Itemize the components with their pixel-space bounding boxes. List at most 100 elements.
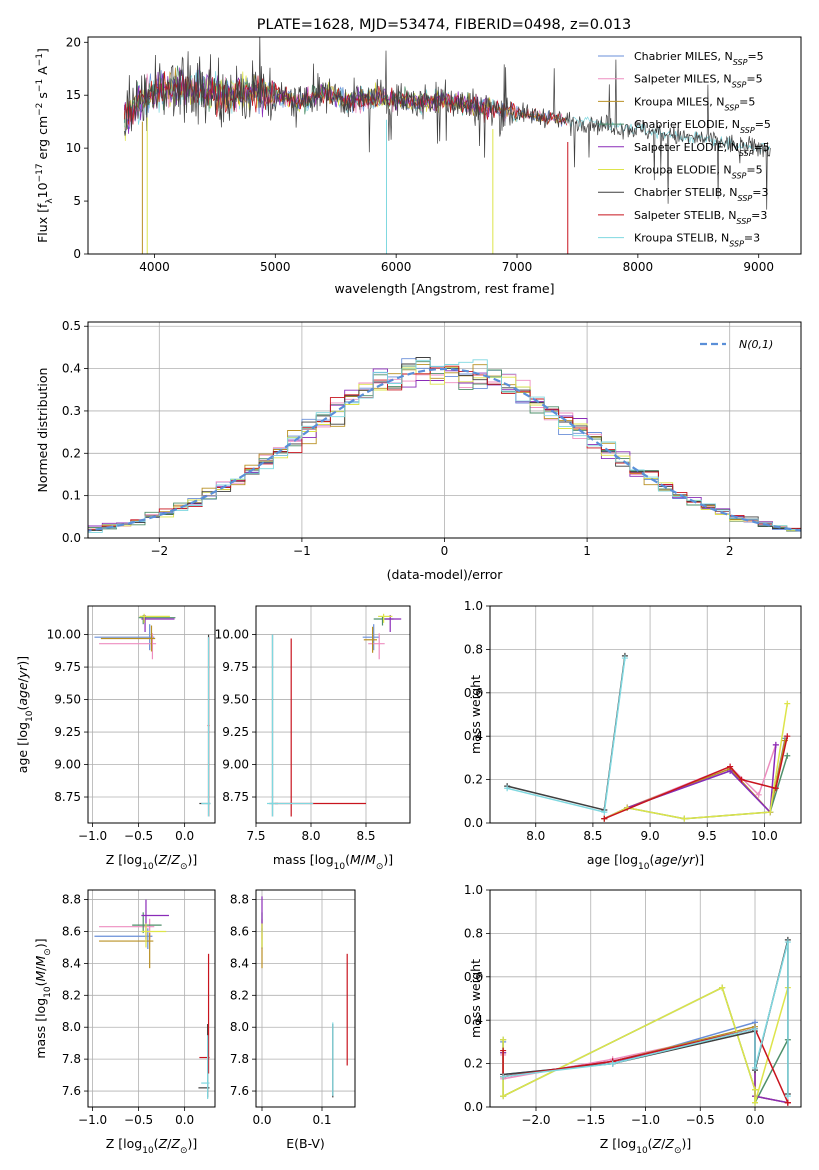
weight-marker [621, 655, 628, 662]
x-tick-label: −1.5 [576, 1113, 605, 1127]
y-tick-label: 0.1 [62, 489, 81, 503]
y-tick-label: 5 [73, 194, 81, 208]
y-tick-label: 1.0 [464, 883, 483, 897]
x-tick-label: 0.0 [745, 1113, 764, 1127]
weight-marker [784, 1099, 791, 1106]
x-tick-label: 8.0 [301, 829, 320, 843]
panel-age_vs_Z: −1.0 −0.5 0.0 8.75 9.00 9.25 9.50 9.75 10.00 Z [l… [15, 605, 216, 872]
weight-marker [500, 1093, 507, 1100]
errorbar-point [267, 634, 314, 817]
x-tick-label: 0.0 [252, 1113, 271, 1127]
weight-marker [755, 791, 762, 798]
x-tick-label: 9000 [743, 260, 774, 274]
x-axis-label: (data-model)/error [387, 567, 504, 582]
weight-marker [752, 1086, 759, 1093]
plot-area-age_vs_Z [94, 613, 211, 817]
y-tick-label: 0.2 [62, 446, 81, 460]
y-tick-label: 0.6 [464, 686, 483, 700]
errorbar-point [99, 933, 154, 969]
y-tick-label: 9.50 [222, 693, 249, 707]
y-tick-label: 8.8 [230, 893, 249, 907]
x-tick-label: 7.5 [246, 829, 265, 843]
y-tick-label: 0.5 [62, 319, 81, 333]
errorbar-point [139, 613, 170, 623]
y-axis-label: age [log10(age/yr)] [15, 656, 35, 773]
weight-marker [767, 809, 774, 816]
normal-curve [88, 367, 801, 532]
plot-area-weight_vs_Z [500, 936, 791, 1106]
y-tick-label: 7.6 [62, 1084, 81, 1098]
y-tick-label: 0.0 [62, 531, 81, 545]
weight-marker [500, 1073, 507, 1080]
y-tick-label: 10.00 [215, 628, 249, 642]
y-tick-label: 9.00 [222, 758, 249, 772]
weight-marker [738, 776, 745, 783]
x-tick-label: −1.0 [78, 829, 107, 843]
weight-marker [752, 1064, 759, 1071]
x-axis-label: mass [log10(M/M⊙)] [273, 852, 393, 872]
y-tick-label: 0.4 [464, 1013, 483, 1027]
y-tick-label: 8.4 [62, 956, 81, 970]
legend-entry: Salpeter MILES, NSSP=5 [634, 73, 763, 90]
panel-mass_vs_Z: −1.0 −0.5 0.0 7.6 7.8 8.0 8.2 8.4 8.6 8.8 Z [log10… [33, 889, 216, 1156]
x-tick-label: −2.0 [521, 1113, 550, 1127]
x-tick-label: 0.1 [312, 1113, 331, 1127]
y-tick-label: 7.8 [62, 1052, 81, 1066]
x-tick-label: −0.5 [686, 1113, 715, 1127]
legend-entry: Kroupa STELIB, NSSP=3 [634, 232, 760, 249]
y-tick-label: 9.50 [54, 693, 81, 707]
x-tick-label: 0 [441, 544, 449, 558]
x-tick-label: 8.0 [526, 829, 545, 843]
plot-area-residuals [88, 357, 801, 534]
y-tick-label: 8.4 [230, 956, 249, 970]
weight-marker [500, 1047, 507, 1054]
y-tick-label: 9.75 [222, 660, 249, 674]
y-tick-label: 0.2 [464, 773, 483, 787]
y-tick-label: 8.75 [54, 790, 81, 804]
y-tick-label: 8.8 [62, 893, 81, 907]
weight-marker [752, 1025, 759, 1032]
x-axis-label: Z [log10(Z/Z⊙)] [600, 1136, 692, 1156]
weight-marker [784, 752, 791, 759]
x-tick-label: 8.5 [583, 829, 602, 843]
y-tick-label: 9.25 [222, 725, 249, 739]
y-axis-label: Flux [fλ10−17 erg cm−2 s−1 A−1] [35, 48, 55, 243]
x-tick-label: 5000 [260, 260, 291, 274]
y-tick-label: 0.2 [464, 1057, 483, 1071]
plot-area-spectrum [123, 37, 771, 254]
y-tick-label: 8.2 [230, 988, 249, 1002]
x-tick-label: 8000 [623, 260, 654, 274]
y-tick-label: 0 [73, 247, 81, 261]
legend-entry: Chabrier ELODIE, NSSP=5 [634, 118, 771, 135]
y-tick-label: 8.6 [62, 924, 81, 938]
x-axis-label: E(B-V) [286, 1136, 325, 1151]
x-axis-label: Z [log10(Z/Z⊙)] [106, 1136, 198, 1156]
weight-marker [784, 1093, 791, 1100]
legend-entry: Salpeter ELODIE, NSSP=5 [634, 141, 770, 158]
y-tick-label: 9.00 [54, 758, 81, 772]
x-tick-label: 10.0 [751, 829, 778, 843]
weight-marker [609, 1060, 616, 1067]
plot-area-age_vs_mass [267, 613, 402, 817]
y-tick-label: 0.8 [464, 642, 483, 656]
axes-frame [255, 605, 411, 824]
x-tick-label: −2 [150, 544, 168, 558]
plot-area-weight_vs_age [504, 652, 791, 822]
y-tick-label: 8.6 [230, 924, 249, 938]
panel-spectrum: 4000 5000 6000 7000 8000 9000 0 5 10 15 20 waveleng… [35, 35, 802, 296]
legend-entry: N(0,1) [739, 338, 773, 351]
x-tick-label: −0.5 [124, 1113, 153, 1127]
panel-mass_vs_ebv: 0.0 0.1 7.6 7.8 8.0 8.2 8.4 8.6 8.8 E(B-V) [230, 889, 356, 1151]
spectrum-line-chabrier-stelib [123, 37, 771, 210]
y-tick-label: 9.25 [54, 725, 81, 739]
axes-frame [489, 605, 802, 824]
axes-frame [87, 36, 802, 255]
weight-marker [601, 815, 608, 822]
y-tick-label: 0.3 [62, 404, 81, 418]
errorbar-point [362, 624, 380, 651]
x-tick-label: 8.5 [356, 829, 375, 843]
errorbar-point [141, 615, 175, 632]
y-tick-label: 0.0 [464, 1100, 483, 1114]
x-tick-label: 9.0 [641, 829, 660, 843]
